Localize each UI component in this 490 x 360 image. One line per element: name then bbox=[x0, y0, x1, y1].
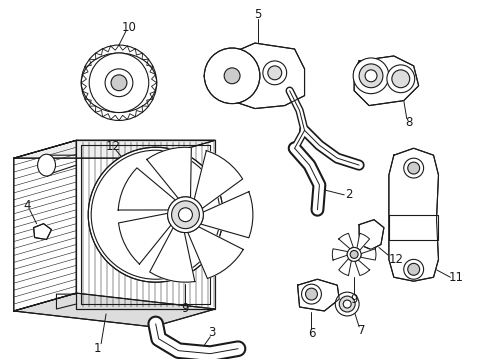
Polygon shape bbox=[34, 224, 51, 239]
Polygon shape bbox=[389, 215, 439, 239]
Polygon shape bbox=[119, 213, 171, 264]
Text: 9: 9 bbox=[350, 293, 358, 306]
Polygon shape bbox=[188, 227, 244, 279]
Circle shape bbox=[268, 66, 282, 80]
Text: 1: 1 bbox=[94, 342, 101, 355]
Circle shape bbox=[224, 68, 240, 84]
Circle shape bbox=[204, 48, 260, 104]
Polygon shape bbox=[215, 43, 305, 109]
Polygon shape bbox=[76, 140, 215, 309]
Polygon shape bbox=[359, 220, 384, 249]
Text: 5: 5 bbox=[254, 8, 262, 21]
Text: 9: 9 bbox=[182, 302, 189, 315]
Polygon shape bbox=[150, 228, 195, 282]
Circle shape bbox=[168, 197, 203, 233]
Polygon shape bbox=[389, 148, 439, 281]
Text: 12: 12 bbox=[389, 253, 403, 266]
Circle shape bbox=[404, 260, 424, 279]
Circle shape bbox=[353, 58, 389, 94]
Circle shape bbox=[339, 296, 355, 312]
Circle shape bbox=[343, 300, 351, 308]
Polygon shape bbox=[355, 260, 369, 275]
Ellipse shape bbox=[38, 154, 55, 176]
Text: 6: 6 bbox=[308, 327, 315, 340]
Circle shape bbox=[178, 208, 193, 222]
Text: 12: 12 bbox=[105, 140, 121, 153]
Polygon shape bbox=[354, 56, 418, 105]
Circle shape bbox=[347, 247, 361, 261]
Polygon shape bbox=[332, 249, 348, 260]
Polygon shape bbox=[147, 147, 191, 198]
Text: 10: 10 bbox=[122, 21, 136, 34]
Text: 4: 4 bbox=[23, 199, 30, 212]
Polygon shape bbox=[201, 192, 253, 238]
Circle shape bbox=[306, 288, 318, 300]
Text: 11: 11 bbox=[449, 271, 464, 284]
Polygon shape bbox=[14, 140, 215, 158]
Polygon shape bbox=[14, 140, 76, 311]
Polygon shape bbox=[357, 233, 369, 250]
Circle shape bbox=[89, 53, 149, 113]
Polygon shape bbox=[118, 168, 175, 210]
Text: 2: 2 bbox=[345, 188, 353, 201]
Text: 7: 7 bbox=[358, 324, 366, 337]
Circle shape bbox=[387, 65, 415, 93]
Circle shape bbox=[335, 292, 359, 316]
Circle shape bbox=[350, 251, 358, 258]
Circle shape bbox=[404, 158, 424, 178]
Circle shape bbox=[172, 201, 199, 229]
Circle shape bbox=[263, 61, 287, 85]
Circle shape bbox=[111, 75, 127, 91]
Text: 8: 8 bbox=[405, 116, 413, 129]
Circle shape bbox=[359, 64, 383, 88]
Circle shape bbox=[365, 70, 377, 82]
Circle shape bbox=[392, 70, 410, 88]
Polygon shape bbox=[297, 279, 339, 311]
Polygon shape bbox=[361, 249, 376, 260]
Text: 3: 3 bbox=[209, 326, 216, 339]
Circle shape bbox=[301, 284, 321, 304]
Polygon shape bbox=[339, 258, 351, 275]
Polygon shape bbox=[194, 150, 243, 208]
Circle shape bbox=[408, 162, 419, 174]
Circle shape bbox=[408, 264, 419, 275]
Polygon shape bbox=[339, 233, 353, 249]
Circle shape bbox=[88, 147, 223, 282]
Polygon shape bbox=[14, 293, 215, 327]
